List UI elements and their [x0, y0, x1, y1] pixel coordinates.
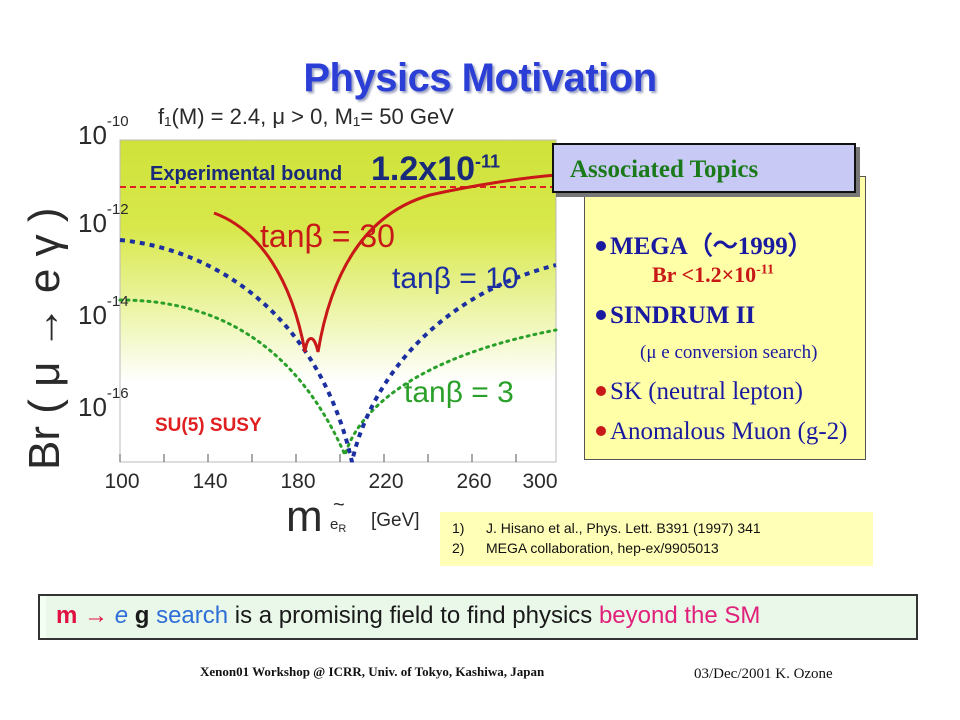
curve-tanb30: [213, 173, 557, 353]
experimental-bound-value: 1.2x10-11: [371, 150, 501, 188]
label-tanb3: tanβ = 3: [404, 376, 514, 409]
topic-mega: MEGA（～1999）: [596, 226, 813, 262]
x-tick-180: 180: [280, 470, 316, 493]
x-tick-260: 260: [456, 470, 492, 493]
y-axis-label: Br ( μ → e γ ): [20, 207, 69, 470]
plot-background: [119, 139, 557, 463]
slide-title: Physics Motivation: [303, 56, 657, 100]
reference-2: 2) MEGA collaboration, hep-ex/9905013: [452, 540, 719, 556]
label-tanb30: tanβ = 30: [260, 218, 395, 254]
curve-tanb3: [118, 298, 558, 460]
plot-area: f₁(M) = 2.4, μ > 0, M₁= 50 GeV Br ( μ → …: [0, 0, 560, 560]
reference-1: 1) J. Hisano et al., Phys. Lett. B391 (19…: [452, 520, 761, 536]
x-axis-unit: [GeV]: [371, 510, 420, 531]
x-axis-label-tilde: ~: [333, 494, 345, 516]
x-tick-300: 300: [522, 470, 558, 493]
topic-sindrum: SINDRUM II: [596, 302, 755, 330]
references-box: 1) J. Hisano et al., Phys. Lett. B391 (19…: [440, 512, 873, 566]
banner-text: m → e g search is a promising field to f…: [56, 602, 761, 629]
associated-topics-box: [584, 176, 866, 460]
topic-sindrum-detail: (μ e conversion search): [640, 342, 818, 363]
topic-g2: Anomalous Muon (g-2): [596, 418, 847, 446]
footer-venue: Xenon01 Workshop @ ICRR, Univ. of Tokyo,…: [200, 664, 545, 679]
conclusion-banner: m → e g search is a promising field to f…: [38, 594, 918, 640]
x-tick-140: 140: [192, 470, 228, 493]
curve-tanb10: [119, 238, 557, 463]
topic-mega-br: Br <1.2×10-11: [652, 262, 775, 287]
experimental-bound-label: Experimental bound: [150, 163, 343, 185]
bullet-icon: [596, 426, 606, 436]
y-tick-1e-10: 10-10: [78, 113, 129, 150]
y-tick-1e-14: 10-14: [78, 293, 129, 330]
y-tick-1e-16: 10-16: [78, 385, 129, 422]
associated-topics-header: Associated Topics: [552, 143, 856, 193]
model-label: SU(5) SUSY: [155, 415, 262, 436]
x-axis-label-m: m: [286, 492, 323, 541]
bullet-icon: [596, 386, 606, 396]
x-axis-label-sub: eR: [330, 516, 347, 535]
x-tick-100: 100: [104, 470, 140, 493]
x-minor-ticks: [119, 454, 517, 462]
plot-svg: [118, 139, 558, 463]
x-tick-220: 220: [368, 470, 404, 493]
label-tanb10: tanβ = 10: [392, 262, 519, 295]
y-tick-1e-12: 10-12: [78, 201, 129, 238]
topic-sk: SK (neutral lepton): [596, 378, 803, 406]
banner-inner: [46, 596, 916, 638]
bullet-icon: [596, 241, 606, 251]
bullet-icon: [596, 310, 606, 320]
plot-header-formula: f₁(M) = 2.4, μ > 0, M₁= 50 GeV: [158, 104, 454, 129]
footer-date-author: 03/Dec/2001 K. Ozone: [694, 666, 833, 682]
